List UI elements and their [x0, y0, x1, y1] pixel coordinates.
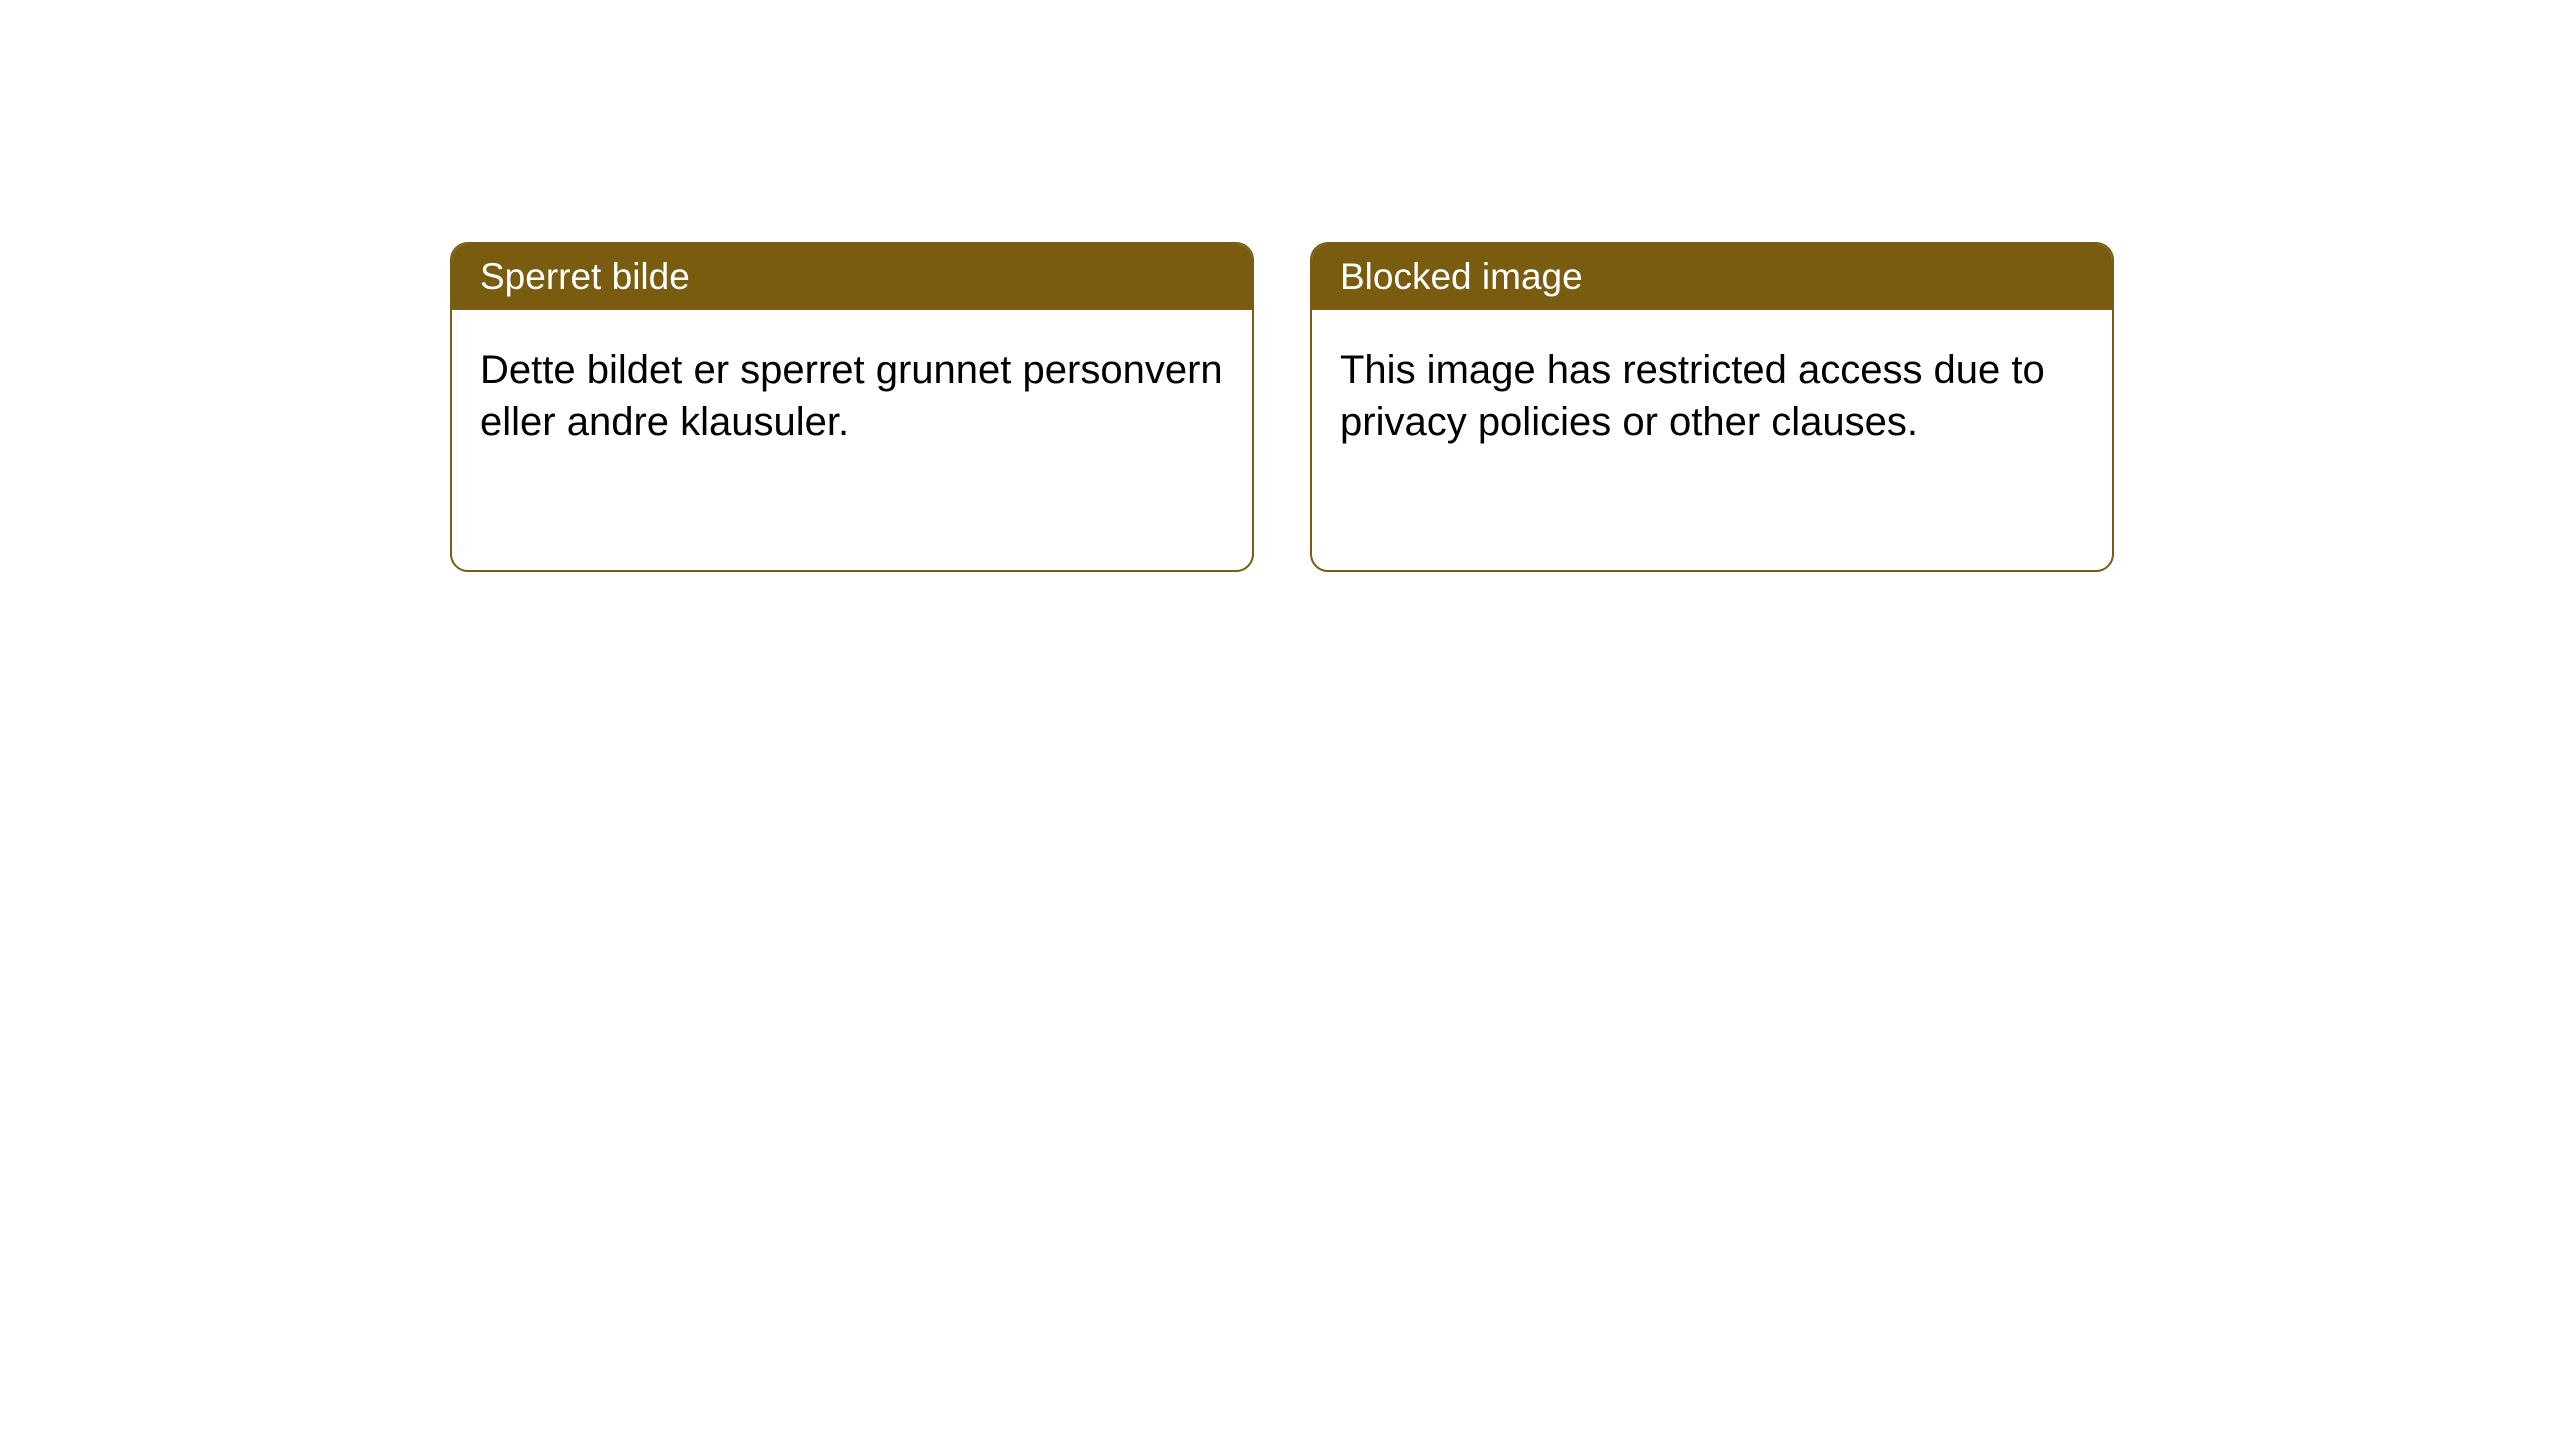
notice-body-norwegian: Dette bildet er sperret grunnet personve…: [452, 310, 1252, 570]
notice-box-norwegian: Sperret bilde Dette bildet er sperret gr…: [450, 242, 1254, 572]
notice-container: Sperret bilde Dette bildet er sperret gr…: [450, 242, 2114, 572]
notice-box-english: Blocked image This image has restricted …: [1310, 242, 2114, 572]
notice-header-norwegian: Sperret bilde: [452, 244, 1252, 310]
notice-header-english: Blocked image: [1312, 244, 2112, 310]
notice-body-english: This image has restricted access due to …: [1312, 310, 2112, 570]
